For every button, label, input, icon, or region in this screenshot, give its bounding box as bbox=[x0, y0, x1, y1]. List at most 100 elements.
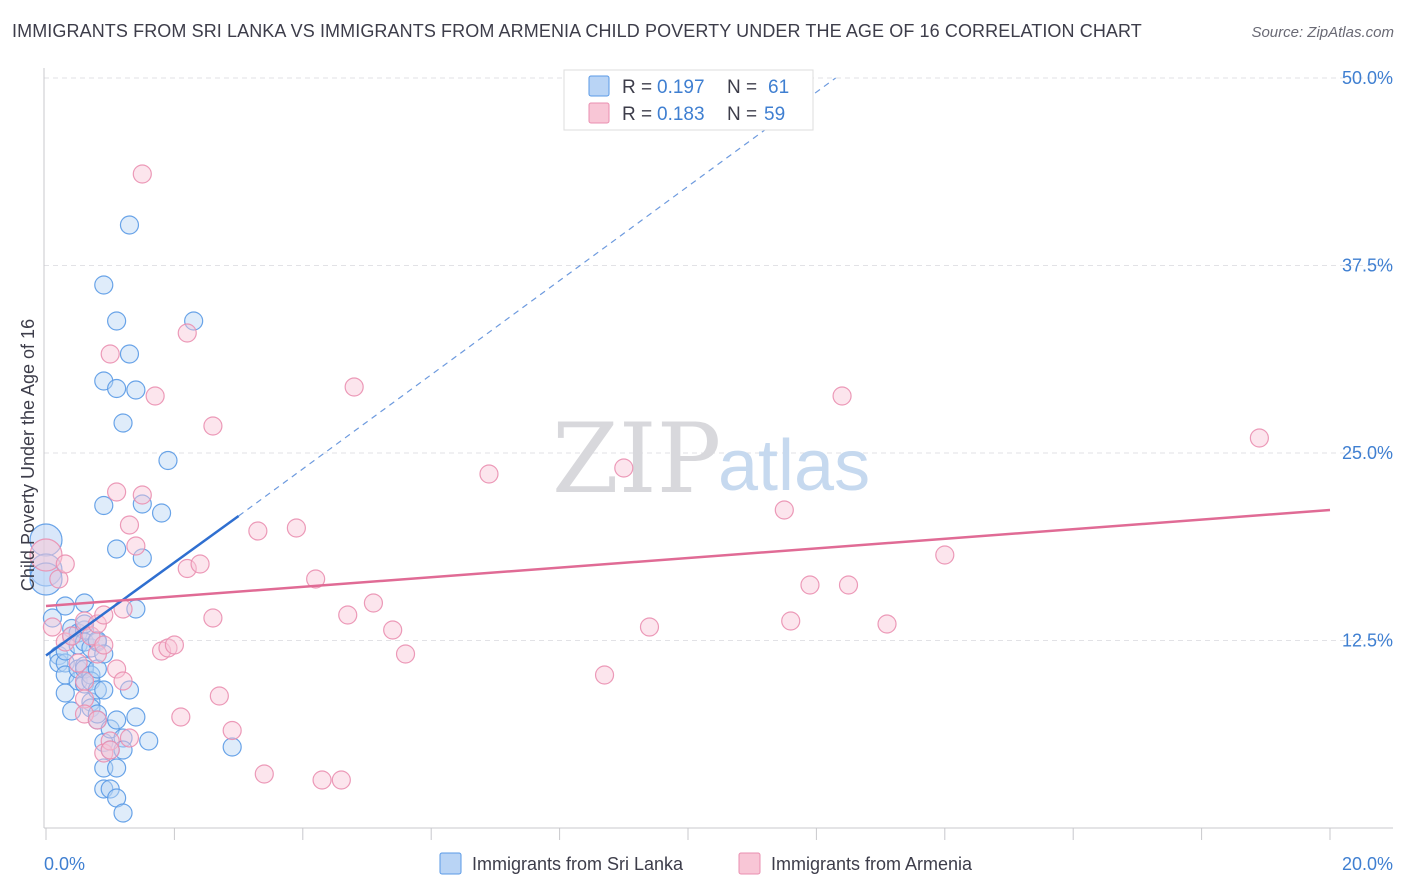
point-armenia bbox=[286, 518, 306, 538]
point-armenia bbox=[94, 635, 114, 655]
y-tick-label: 37.5% bbox=[1342, 256, 1393, 276]
point-sri-lanka bbox=[151, 503, 172, 523]
point-armenia bbox=[145, 386, 165, 406]
legend-r-value-armenia: 0.183 bbox=[657, 104, 705, 125]
trend-lines bbox=[45, 77, 1331, 657]
point-armenia bbox=[877, 614, 897, 634]
x-tick-label-min: 0.0% bbox=[44, 854, 85, 874]
point-armenia bbox=[363, 593, 384, 613]
bottom-legend: Immigrants from Sri Lanka Immigrants fro… bbox=[439, 852, 973, 875]
point-armenia bbox=[222, 720, 242, 741]
chart-title: IMMIGRANTS FROM SRI LANKA VS IMMIGRANTS … bbox=[12, 21, 1142, 41]
point-armenia bbox=[42, 617, 63, 637]
point-armenia bbox=[190, 554, 210, 574]
point-armenia bbox=[203, 608, 223, 628]
point-armenia bbox=[68, 653, 88, 673]
watermark: ZIP atlas bbox=[552, 403, 870, 515]
y-tick-label: 25.0% bbox=[1342, 443, 1393, 463]
point-armenia bbox=[395, 644, 416, 664]
point-armenia bbox=[74, 671, 95, 691]
point-armenia bbox=[1249, 428, 1269, 448]
point-armenia bbox=[177, 323, 197, 343]
point-armenia bbox=[774, 500, 794, 520]
point-armenia bbox=[935, 545, 955, 565]
point-armenia bbox=[100, 344, 120, 364]
point-armenia bbox=[87, 710, 107, 730]
point-sri-lanka bbox=[119, 215, 140, 235]
point-armenia bbox=[177, 558, 197, 579]
point-armenia bbox=[119, 515, 140, 535]
point-armenia bbox=[344, 377, 364, 397]
point-armenia bbox=[312, 770, 332, 790]
point-sri-lanka bbox=[94, 275, 114, 295]
point-sri-lanka bbox=[139, 731, 159, 751]
legend-r-label: R = bbox=[622, 104, 652, 125]
point-sri-lanka bbox=[158, 450, 178, 471]
point-armenia bbox=[832, 386, 852, 406]
legend-r-label: R = bbox=[622, 77, 652, 98]
y-tick-label: 12.5% bbox=[1342, 631, 1393, 651]
point-armenia bbox=[113, 599, 133, 619]
bottom-legend-swatch-armenia bbox=[738, 852, 761, 875]
x-tick-label-max: 20.0% bbox=[1342, 854, 1393, 874]
point-armenia bbox=[100, 740, 120, 760]
point-sri-lanka bbox=[113, 803, 133, 823]
point-sri-lanka bbox=[126, 380, 146, 400]
point-armenia bbox=[639, 617, 660, 637]
point-sri-lanka bbox=[94, 495, 114, 516]
point-armenia bbox=[614, 458, 634, 478]
point-armenia bbox=[171, 707, 191, 727]
point-sri-lanka bbox=[132, 548, 152, 568]
point-sri-lanka bbox=[113, 413, 133, 433]
source-credit: Source: ZipAtlas.com bbox=[1251, 24, 1394, 41]
point-armenia bbox=[107, 659, 127, 679]
point-armenia bbox=[107, 482, 127, 502]
watermark-atlas: atlas bbox=[718, 426, 870, 506]
point-sri-lanka bbox=[94, 680, 114, 700]
data-points bbox=[29, 164, 1269, 823]
trend-line-sri-lanka bbox=[45, 514, 240, 657]
point-armenia bbox=[248, 521, 268, 541]
point-armenia bbox=[306, 569, 326, 589]
point-armenia bbox=[838, 575, 859, 595]
bottom-legend-label-armenia: Immigrants from Armenia bbox=[771, 854, 973, 874]
y-tick-label: 50.0% bbox=[1342, 68, 1393, 88]
legend-swatch-armenia bbox=[588, 102, 610, 124]
point-armenia bbox=[800, 575, 820, 595]
legend-n-label: N = bbox=[727, 104, 757, 125]
legend-n-value-sri-lanka: 61 bbox=[768, 77, 789, 98]
point-sri-lanka bbox=[107, 378, 127, 399]
point-sri-lanka bbox=[107, 311, 127, 331]
point-sri-lanka bbox=[49, 653, 69, 673]
legend-n-value-armenia: 59 bbox=[764, 104, 785, 125]
bottom-legend-label-sri-lanka: Immigrants from Sri Lanka bbox=[472, 854, 684, 874]
point-armenia bbox=[55, 554, 75, 574]
point-armenia bbox=[74, 689, 95, 709]
legend-n-label: N = bbox=[727, 77, 757, 98]
trend-extension-sri-lanka bbox=[238, 77, 837, 517]
point-armenia bbox=[164, 635, 184, 655]
point-armenia bbox=[209, 686, 229, 706]
legend: R = 0.197 N = 61 R = 0.183 N = 59 bbox=[563, 69, 814, 131]
point-armenia bbox=[594, 665, 615, 685]
bottom-legend-swatch-sri-lanka bbox=[439, 852, 462, 875]
y-axis-label: Child Poverty Under the Age of 16 bbox=[18, 319, 38, 591]
point-sri-lanka bbox=[107, 710, 127, 730]
legend-swatch-sri-lanka bbox=[588, 75, 610, 97]
point-sri-lanka bbox=[184, 311, 204, 331]
point-sri-lanka bbox=[222, 737, 242, 757]
point-armenia bbox=[119, 728, 140, 748]
point-armenia bbox=[338, 605, 358, 625]
trend-line-armenia bbox=[45, 508, 1331, 608]
point-armenia bbox=[132, 164, 152, 184]
point-sri-lanka bbox=[107, 758, 127, 778]
axes: 12.5% 25.0% 37.5% 50.0% 0.0% 20.0% bbox=[43, 68, 1393, 874]
watermark-zip: ZIP bbox=[552, 403, 721, 515]
point-armenia bbox=[203, 416, 223, 436]
point-armenia bbox=[331, 770, 351, 790]
point-sri-lanka bbox=[126, 707, 146, 727]
point-armenia bbox=[383, 620, 403, 640]
point-armenia bbox=[113, 671, 133, 691]
legend-r-value-sri-lanka: 0.197 bbox=[657, 77, 705, 98]
